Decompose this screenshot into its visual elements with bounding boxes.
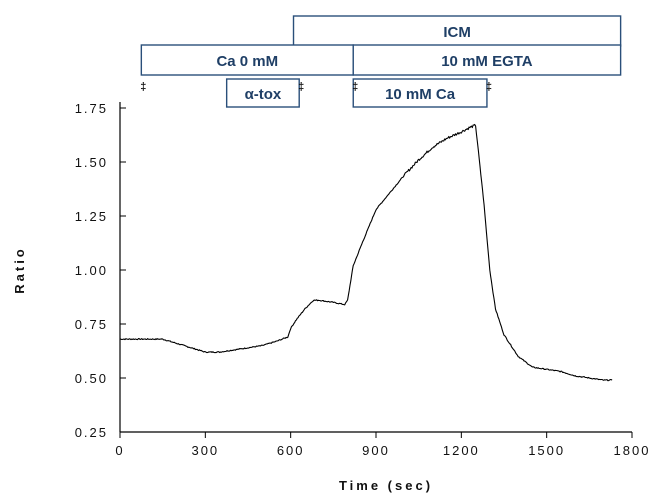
event-marker-icon: ‡	[298, 81, 304, 93]
treatment-bar-10-mm-ca	[352, 78, 488, 108]
treatment-bar-ca-0-mm	[140, 44, 354, 76]
x-tick-label: 600	[277, 443, 305, 458]
y-tick-label: 0.50	[75, 371, 108, 386]
treatment-label-tox: α-tox	[245, 86, 282, 103]
x-tick-label: 900	[362, 443, 390, 458]
treatment-label-icm: ICM	[443, 24, 471, 41]
x-axis-title: Time (sec)	[339, 478, 433, 493]
event-marker-icon: ‡	[486, 81, 492, 93]
y-tick-label: 0.75	[75, 317, 108, 332]
x-tick-label: 300	[191, 443, 219, 458]
y-ticks: 0.25 0.50 0.75 1.00 1.25 1.50 1.75	[75, 101, 126, 440]
event-marker-icon: ‡	[352, 81, 358, 93]
x-tick-label: 1200	[443, 443, 480, 458]
y-tick-label: 1.25	[75, 209, 108, 224]
y-tick-label: 0.25	[75, 425, 108, 440]
x-ticks: 0 300 600 900 1200 1500 1800	[115, 432, 651, 458]
treatment-bar-10-mm-egta	[352, 44, 622, 76]
event-markers: ‡ ‡ ‡ ‡	[140, 81, 492, 93]
x-tick-label: 1800	[614, 443, 651, 458]
x-tick-label: 1500	[528, 443, 565, 458]
treatment-label-10-mm-egta: 10 mM EGTA	[441, 53, 533, 70]
axes	[119, 102, 632, 433]
series-group	[120, 123, 613, 382]
y-tick-label: 1.50	[75, 155, 108, 170]
series-line	[120, 123, 613, 382]
x-tick-label: 0	[115, 443, 124, 458]
treatment-label-10-mm-ca: 10 mM Ca	[385, 86, 456, 103]
treatment-bar-tox	[225, 78, 300, 108]
event-marker-icon: ‡	[140, 81, 146, 93]
treatment-label-ca-0-mm: Ca 0 mM	[216, 53, 278, 70]
treatment-bars: ICM Ca 0 mM 10 mM EGTA α-tox 10 mM Ca	[140, 15, 622, 108]
y-axis-title: Ratio	[12, 246, 27, 294]
y-tick-label: 1.00	[75, 263, 108, 278]
y-tick-label: 1.75	[75, 101, 108, 116]
